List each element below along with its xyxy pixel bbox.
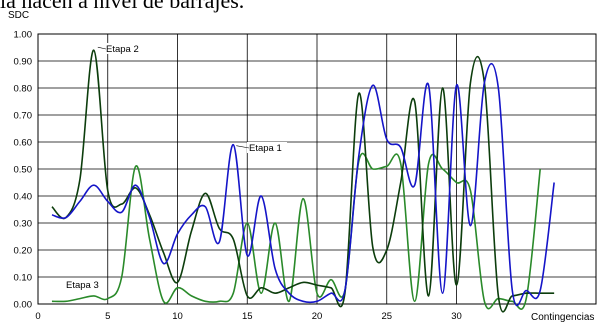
annotation-background	[104, 43, 144, 54]
series-line-etapa-3	[51, 152, 541, 310]
x-tick-label: 5	[105, 311, 110, 322]
y-tick-label: 0.20	[14, 246, 33, 257]
series-lines	[51, 49, 555, 313]
x-tick-label: 20	[312, 311, 323, 322]
x-tick-label: 15	[242, 311, 253, 322]
x-tick-label: 0	[35, 311, 40, 322]
annotation-background	[64, 279, 104, 290]
series-line-etapa-1	[51, 63, 555, 307]
x-tick-label: 25	[381, 311, 392, 322]
annotation-leader-line	[236, 145, 250, 149]
x-axis-label: Contingencias	[531, 312, 594, 323]
annotation-leader-line	[97, 46, 107, 50]
y-tick-label: 0.70	[14, 111, 33, 122]
y-tick-label: 0.40	[14, 192, 33, 203]
cropped-text-line: la hacen a nivel de barrajes.	[0, 0, 245, 13]
y-tick-label: 0.90	[14, 57, 33, 68]
annotation-etapa-3: Etapa 3	[66, 280, 99, 291]
y-tick-label: 0.30	[14, 219, 33, 230]
y-tick-label: 0.50	[14, 165, 33, 176]
annotation-background	[247, 142, 287, 153]
y-tick-label: 0.80	[14, 84, 33, 95]
y-axis-label: SDC	[8, 10, 29, 21]
y-tick-labels: 0.00 0.10 0.20 0.30 0.40 0.50 0.60 0.70 0.80 0.90…	[14, 30, 33, 311]
y-tick-label: 0.00	[14, 300, 33, 311]
y-tick-label: 0.10	[14, 273, 33, 284]
x-tick-label: 30	[451, 311, 462, 322]
x-tick-label: 10	[172, 311, 183, 322]
annotation-etapa-2: Etapa 2	[106, 44, 139, 55]
series-line-etapa-2	[51, 49, 555, 313]
series-annotations: Etapa 2 Etapa 1 Etapa 3	[64, 43, 287, 291]
x-tick-labels: 0 5 10 15 20 25 30	[35, 311, 461, 322]
y-tick-label: 0.60	[14, 138, 33, 149]
y-tick-label: 1.00	[14, 30, 33, 41]
annotation-etapa-1: Etapa 1	[249, 143, 282, 154]
